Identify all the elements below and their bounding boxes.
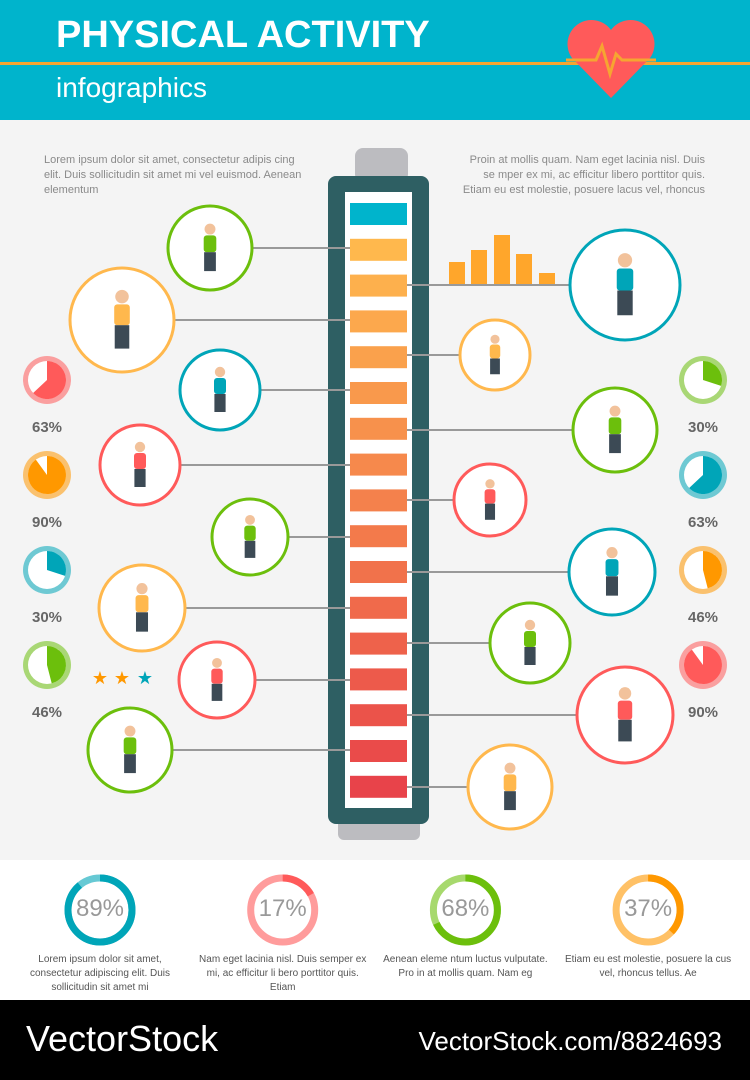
donut-percent-label: 17% — [258, 895, 307, 922]
gymnastics-icon — [135, 583, 149, 632]
level-bar — [350, 203, 407, 225]
pie-chart — [23, 451, 71, 499]
level-bar — [350, 417, 407, 440]
donut-progress — [247, 874, 319, 946]
office-work-icon — [123, 725, 137, 774]
level-bar — [350, 310, 407, 333]
cleaning-icon — [244, 514, 256, 558]
level-bar — [350, 238, 407, 261]
stat-description: Lorem ipsum dolor sit amet, consectetur … — [29, 954, 171, 993]
level-bar — [350, 525, 407, 548]
level-bar — [350, 704, 407, 727]
intro-text-left: Lorem ipsum dolor sit amet, consectetur … — [44, 154, 302, 196]
donut-progress — [64, 874, 136, 946]
decor-bar — [449, 262, 465, 284]
level-bar — [350, 382, 407, 404]
pie-percent-label: 30% — [31, 609, 63, 626]
level-bar — [350, 668, 407, 691]
level-bar — [350, 346, 407, 369]
decor-bar — [494, 235, 510, 284]
pie-chart — [679, 451, 727, 499]
decor-bar — [539, 273, 555, 284]
pie-percent-label: 30% — [687, 419, 719, 436]
bricklaying-icon — [608, 405, 622, 454]
stat-description: Aenean eleme ntum luctus vulputate. Pro … — [383, 954, 548, 979]
donut-progress — [429, 874, 501, 946]
pie-chart — [23, 641, 71, 689]
level-bar — [350, 596, 407, 619]
stat-description: Nam eget lacinia nisl. Duis semper ex mi… — [199, 954, 367, 993]
image-id: VectorStock.com/8824693 — [418, 1026, 722, 1056]
pie-chart — [679, 546, 727, 594]
copying-icon — [211, 657, 223, 701]
donut-progress — [612, 874, 684, 946]
pie-chart — [679, 641, 727, 689]
page-subtitle: infographics — [56, 72, 207, 103]
header-banner: PHYSICAL ACTIVITY infographics — [0, 0, 750, 120]
level-bar — [350, 632, 407, 655]
pie-percent-label: 90% — [687, 704, 719, 721]
lawn-mowing-icon — [484, 479, 496, 520]
jump-rope-icon — [605, 547, 619, 596]
desk-writing-icon — [503, 762, 517, 811]
donut-percent-label: 89% — [75, 895, 125, 922]
running-icon — [134, 441, 146, 487]
baseball-icon — [616, 253, 634, 316]
stats-donuts — [64, 874, 684, 946]
activity-diagram: ★ ★ ★ — [23, 148, 727, 840]
page-title: PHYSICAL ACTIVITY — [56, 14, 430, 56]
pie-percent-label: 63% — [687, 514, 719, 531]
decor-bar — [516, 254, 532, 284]
football-icon — [203, 223, 217, 272]
star-icon: ★ — [137, 668, 153, 688]
star-icon: ★ — [92, 668, 108, 688]
level-bar — [350, 775, 407, 798]
donut-percent-label: 68% — [441, 895, 490, 922]
pie-percent-label: 46% — [687, 609, 719, 626]
decor-bar — [471, 250, 487, 284]
pie-percent-label: 90% — [31, 514, 63, 531]
brand-logo: VectorStock — [26, 1018, 219, 1059]
header-divider — [0, 62, 750, 65]
pie-chart — [23, 546, 71, 594]
pie-percent-label: 46% — [31, 704, 63, 721]
moving-furniture-icon — [214, 366, 226, 412]
computer-work-icon — [617, 687, 633, 742]
pie-percent-label: 63% — [31, 419, 63, 436]
donut-percent-label: 37% — [624, 895, 673, 922]
star-icon: ★ — [114, 668, 130, 688]
pie-chart — [23, 356, 71, 404]
tennis-icon — [489, 334, 501, 375]
level-bar — [350, 740, 407, 762]
footer: VectorStock VectorStock.com/8824693 — [0, 1000, 750, 1080]
weightlifting-icon — [114, 289, 130, 349]
level-bar — [350, 489, 407, 512]
level-bar — [350, 274, 407, 297]
stat-description: Etiam eu est molestie, posuere la cus ve… — [564, 954, 732, 979]
intro-text-right: Proin at mollis quam. Nam eget lacinia n… — [462, 154, 705, 196]
level-bar — [350, 561, 407, 583]
thermometer-cap — [355, 148, 408, 182]
heart-pulse-icon — [566, 20, 656, 99]
stretching-icon — [524, 619, 536, 665]
pie-chart — [679, 356, 727, 404]
level-bar — [350, 453, 407, 476]
